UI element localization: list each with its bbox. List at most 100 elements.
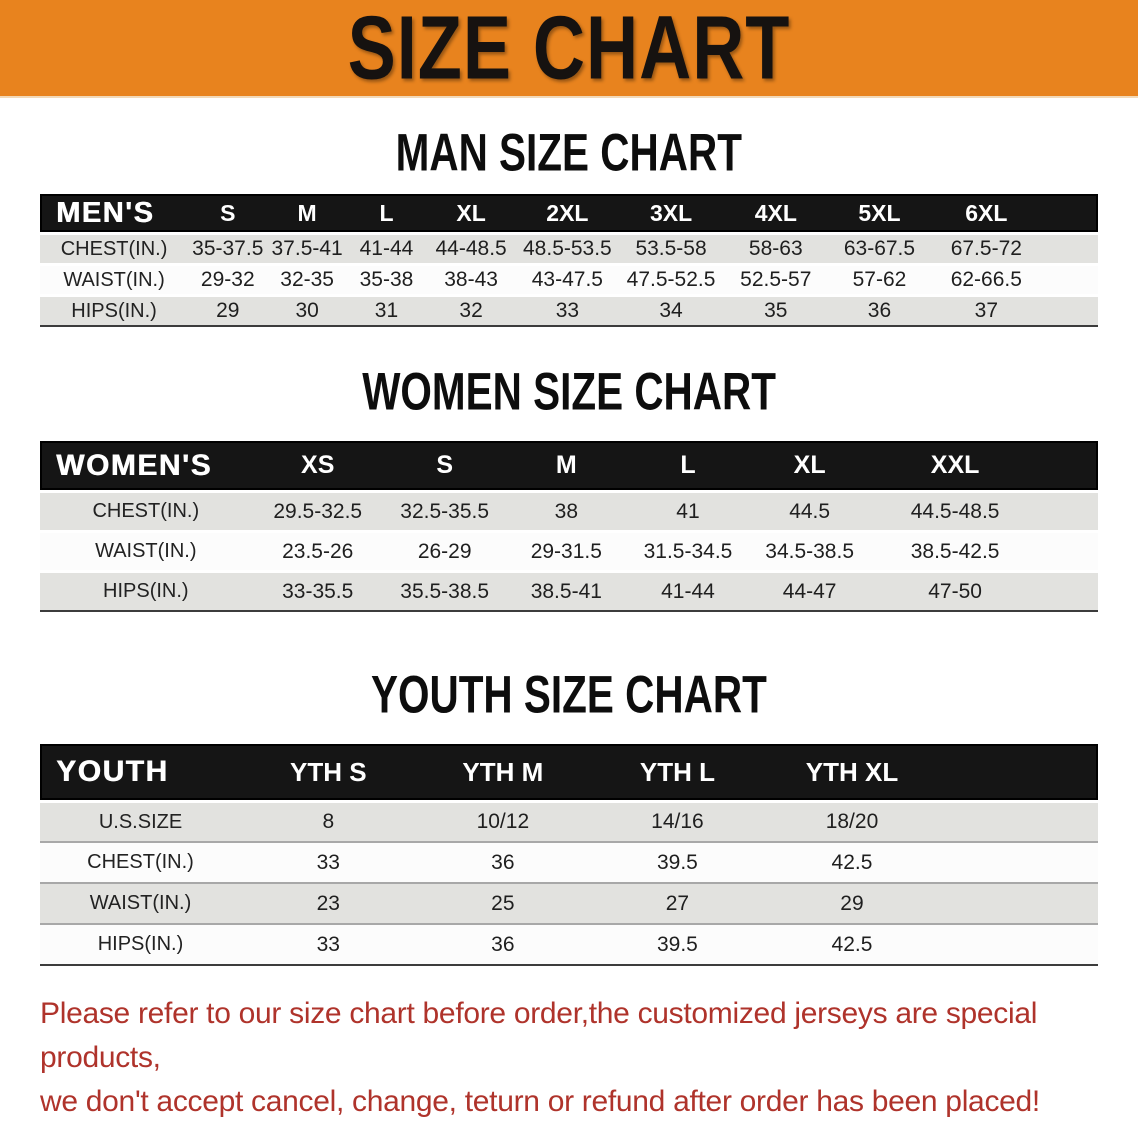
- youth-ussize-row: U.S.SIZE 8 10/12 14/16 18/20: [40, 800, 1098, 841]
- youth-section-heading: YOUTH SIZE CHART: [0, 666, 1138, 721]
- size-value-cell: 32-35: [267, 263, 347, 294]
- size-value-cell: 39.5: [590, 841, 765, 882]
- size-value-cell: 47.5-52.5: [618, 263, 724, 294]
- size-value-cell: 35-37.5: [188, 232, 268, 263]
- size-value-cell: 30: [267, 294, 347, 325]
- row-filler: [1041, 294, 1098, 325]
- row-label: HIPS(IN.): [40, 923, 242, 964]
- women-col-header-xs: XS: [251, 441, 384, 490]
- men-header-row: MEN'S S M L XL 2XL 3XL 4XL 5XL 6XL: [40, 194, 1098, 232]
- size-value-cell: 18/20: [764, 800, 940, 841]
- size-value-cell: 42.5: [764, 841, 940, 882]
- size-value-cell: 29: [764, 882, 940, 923]
- women-header-row: WOMEN'S XS S M L XL XXL: [40, 441, 1098, 490]
- size-value-cell: 37.5-41: [267, 232, 347, 263]
- row-filler: [1039, 490, 1098, 530]
- women-col-header-xl: XL: [748, 441, 871, 490]
- women-group-label: WOMEN'S: [40, 441, 252, 490]
- men-col-header-5xl: 5XL: [828, 194, 931, 232]
- youth-size-table: YOUTH YTH S YTH M YTH L YTH XL U.S.SIZE …: [40, 744, 1098, 966]
- size-value-cell: 41-44: [627, 570, 749, 610]
- men-chest-row: CHEST(IN.) 35-37.5 37.5-41 41-44 44-48.5…: [40, 232, 1098, 263]
- men-header-filler: [1041, 194, 1098, 232]
- size-value-cell: 25: [415, 882, 591, 923]
- youth-heading-text: YOUTH SIZE CHART: [371, 664, 767, 724]
- size-value-cell: 37: [930, 294, 1042, 325]
- size-value-cell: 38-43: [426, 263, 517, 294]
- men-col-header-xl: XL: [426, 194, 517, 232]
- size-value-cell: 10/12: [415, 800, 591, 841]
- size-value-cell: 31: [346, 294, 427, 325]
- size-value-cell: 8: [241, 800, 416, 841]
- row-filler: [939, 923, 1098, 964]
- men-col-header-2xl: 2XL: [516, 194, 619, 232]
- men-section: MAN SIZE CHART MEN'S S M L XL 2XL 3XL 4X…: [0, 124, 1138, 327]
- size-value-cell: 62-66.5: [930, 263, 1042, 294]
- size-value-cell: 52.5-57: [723, 263, 829, 294]
- row-filler: [1041, 263, 1098, 294]
- disclaimer-line-2: we don't accept cancel, change, teturn o…: [40, 1085, 1040, 1118]
- size-value-cell: 43-47.5: [516, 263, 619, 294]
- row-label: HIPS(IN.): [40, 294, 189, 325]
- size-value-cell: 63-67.5: [828, 232, 931, 263]
- size-value-cell: 38.5-41: [505, 570, 628, 610]
- youth-waist-row: WAIST(IN.) 23 25 27 29: [40, 882, 1098, 923]
- row-label: WAIST(IN.): [40, 530, 252, 570]
- size-value-cell: 35: [723, 294, 829, 325]
- size-chart-banner: SIZE CHART: [0, 0, 1138, 98]
- youth-col-header-yth-s: YTH S: [241, 744, 416, 800]
- size-value-cell: 29-31.5: [505, 530, 628, 570]
- women-col-header-m: M: [505, 441, 628, 490]
- size-value-cell: 36: [415, 923, 591, 964]
- women-col-header-l: L: [627, 441, 749, 490]
- youth-section: YOUTH SIZE CHART YOUTH YTH S YTH M YTH L…: [0, 666, 1138, 966]
- size-value-cell: 53.5-58: [618, 232, 724, 263]
- women-hips-row: HIPS(IN.) 33-35.5 35.5-38.5 38.5-41 41-4…: [40, 570, 1098, 610]
- size-value-cell: 44.5-48.5: [870, 490, 1040, 530]
- row-label: WAIST(IN.): [40, 263, 189, 294]
- row-filler: [939, 882, 1098, 923]
- size-value-cell: 27: [590, 882, 765, 923]
- youth-chest-row: CHEST(IN.) 33 36 39.5 42.5: [40, 841, 1098, 882]
- size-value-cell: 67.5-72: [930, 232, 1042, 263]
- men-heading-text: MAN SIZE CHART: [395, 122, 743, 182]
- row-filler: [1041, 232, 1098, 263]
- size-value-cell: 31.5-34.5: [627, 530, 749, 570]
- disclaimer: Please refer to our size chart before or…: [40, 992, 1138, 1124]
- men-size-table: MEN'S S M L XL 2XL 3XL 4XL 5XL 6XL CHEST…: [40, 194, 1098, 327]
- size-value-cell: 33: [516, 294, 619, 325]
- women-waist-row: WAIST(IN.) 23.5-26 26-29 29-31.5 31.5-34…: [40, 530, 1098, 570]
- men-col-header-6xl: 6XL: [930, 194, 1042, 232]
- size-value-cell: 48.5-53.5: [516, 232, 619, 263]
- youth-col-header-yth-xl: YTH XL: [764, 744, 940, 800]
- men-hips-row: HIPS(IN.) 29 30 31 32 33 34 35 36 37: [40, 294, 1098, 325]
- row-label: CHEST(IN.): [40, 232, 189, 263]
- size-value-cell: 32.5-35.5: [383, 490, 506, 530]
- banner-title: SIZE CHART: [347, 0, 791, 99]
- youth-col-header-yth-m: YTH M: [415, 744, 591, 800]
- size-value-cell: 33: [241, 841, 416, 882]
- women-col-header-s: S: [383, 441, 506, 490]
- row-label: HIPS(IN.): [40, 570, 252, 610]
- women-header-filler: [1039, 441, 1098, 490]
- size-value-cell: 41: [627, 490, 749, 530]
- youth-header-filler: [939, 744, 1098, 800]
- size-value-cell: 44.5: [748, 490, 871, 530]
- size-value-cell: 33: [241, 923, 416, 964]
- size-value-cell: 47-50: [870, 570, 1040, 610]
- men-col-header-s: S: [188, 194, 268, 232]
- size-value-cell: 35-38: [346, 263, 427, 294]
- size-value-cell: 39.5: [590, 923, 765, 964]
- men-col-header-3xl: 3XL: [618, 194, 724, 232]
- men-col-header-4xl: 4XL: [723, 194, 829, 232]
- row-filler: [1039, 530, 1098, 570]
- youth-header-row: YOUTH YTH S YTH M YTH L YTH XL: [40, 744, 1098, 800]
- size-value-cell: 32: [426, 294, 517, 325]
- size-value-cell: 35.5-38.5: [383, 570, 506, 610]
- size-value-cell: 26-29: [383, 530, 506, 570]
- size-value-cell: 29-32: [188, 263, 268, 294]
- size-value-cell: 23: [241, 882, 416, 923]
- women-chest-row: CHEST(IN.) 29.5-32.5 32.5-35.5 38 41 44.…: [40, 490, 1098, 530]
- men-waist-row: WAIST(IN.) 29-32 32-35 35-38 38-43 43-47…: [40, 263, 1098, 294]
- row-label: U.S.SIZE: [40, 800, 242, 841]
